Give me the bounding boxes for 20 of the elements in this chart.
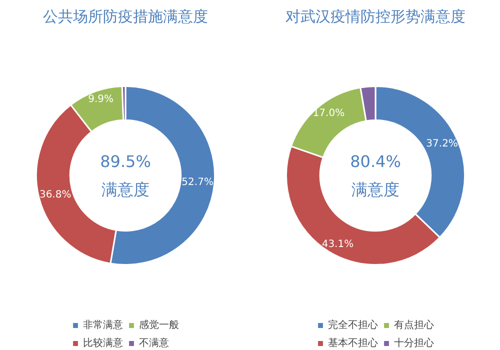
chart-title: 公共场所防疫措施满意度 (43, 8, 208, 26)
legend-label: 完全不担心 (328, 318, 378, 332)
data-label: 52.7% (182, 176, 214, 188)
text: 满意度 (352, 180, 400, 199)
legend-label: 感觉一般 (139, 318, 179, 332)
data-label: 36.8% (39, 190, 72, 201)
legend-label: 有点担心 (394, 318, 434, 332)
text: 满意度 (102, 180, 150, 199)
legend-label: 不满意 (139, 336, 169, 350)
legend-label: 非常满意 (83, 318, 123, 332)
legend-label: 十分担心 (394, 336, 434, 350)
legend-label: 基本不担心 (328, 336, 378, 350)
text: 89.5% (100, 152, 151, 171)
chart-title: 对武汉疫情防控形势满意度 (286, 8, 466, 26)
data-label: 9.9% (88, 94, 114, 105)
text: 80.4% (350, 152, 401, 171)
data-label: 37.2% (426, 138, 458, 150)
legend-label: 比较满意 (83, 336, 123, 350)
data-label: 17.0% (312, 108, 345, 120)
data-label: 43.1% (322, 239, 354, 250)
